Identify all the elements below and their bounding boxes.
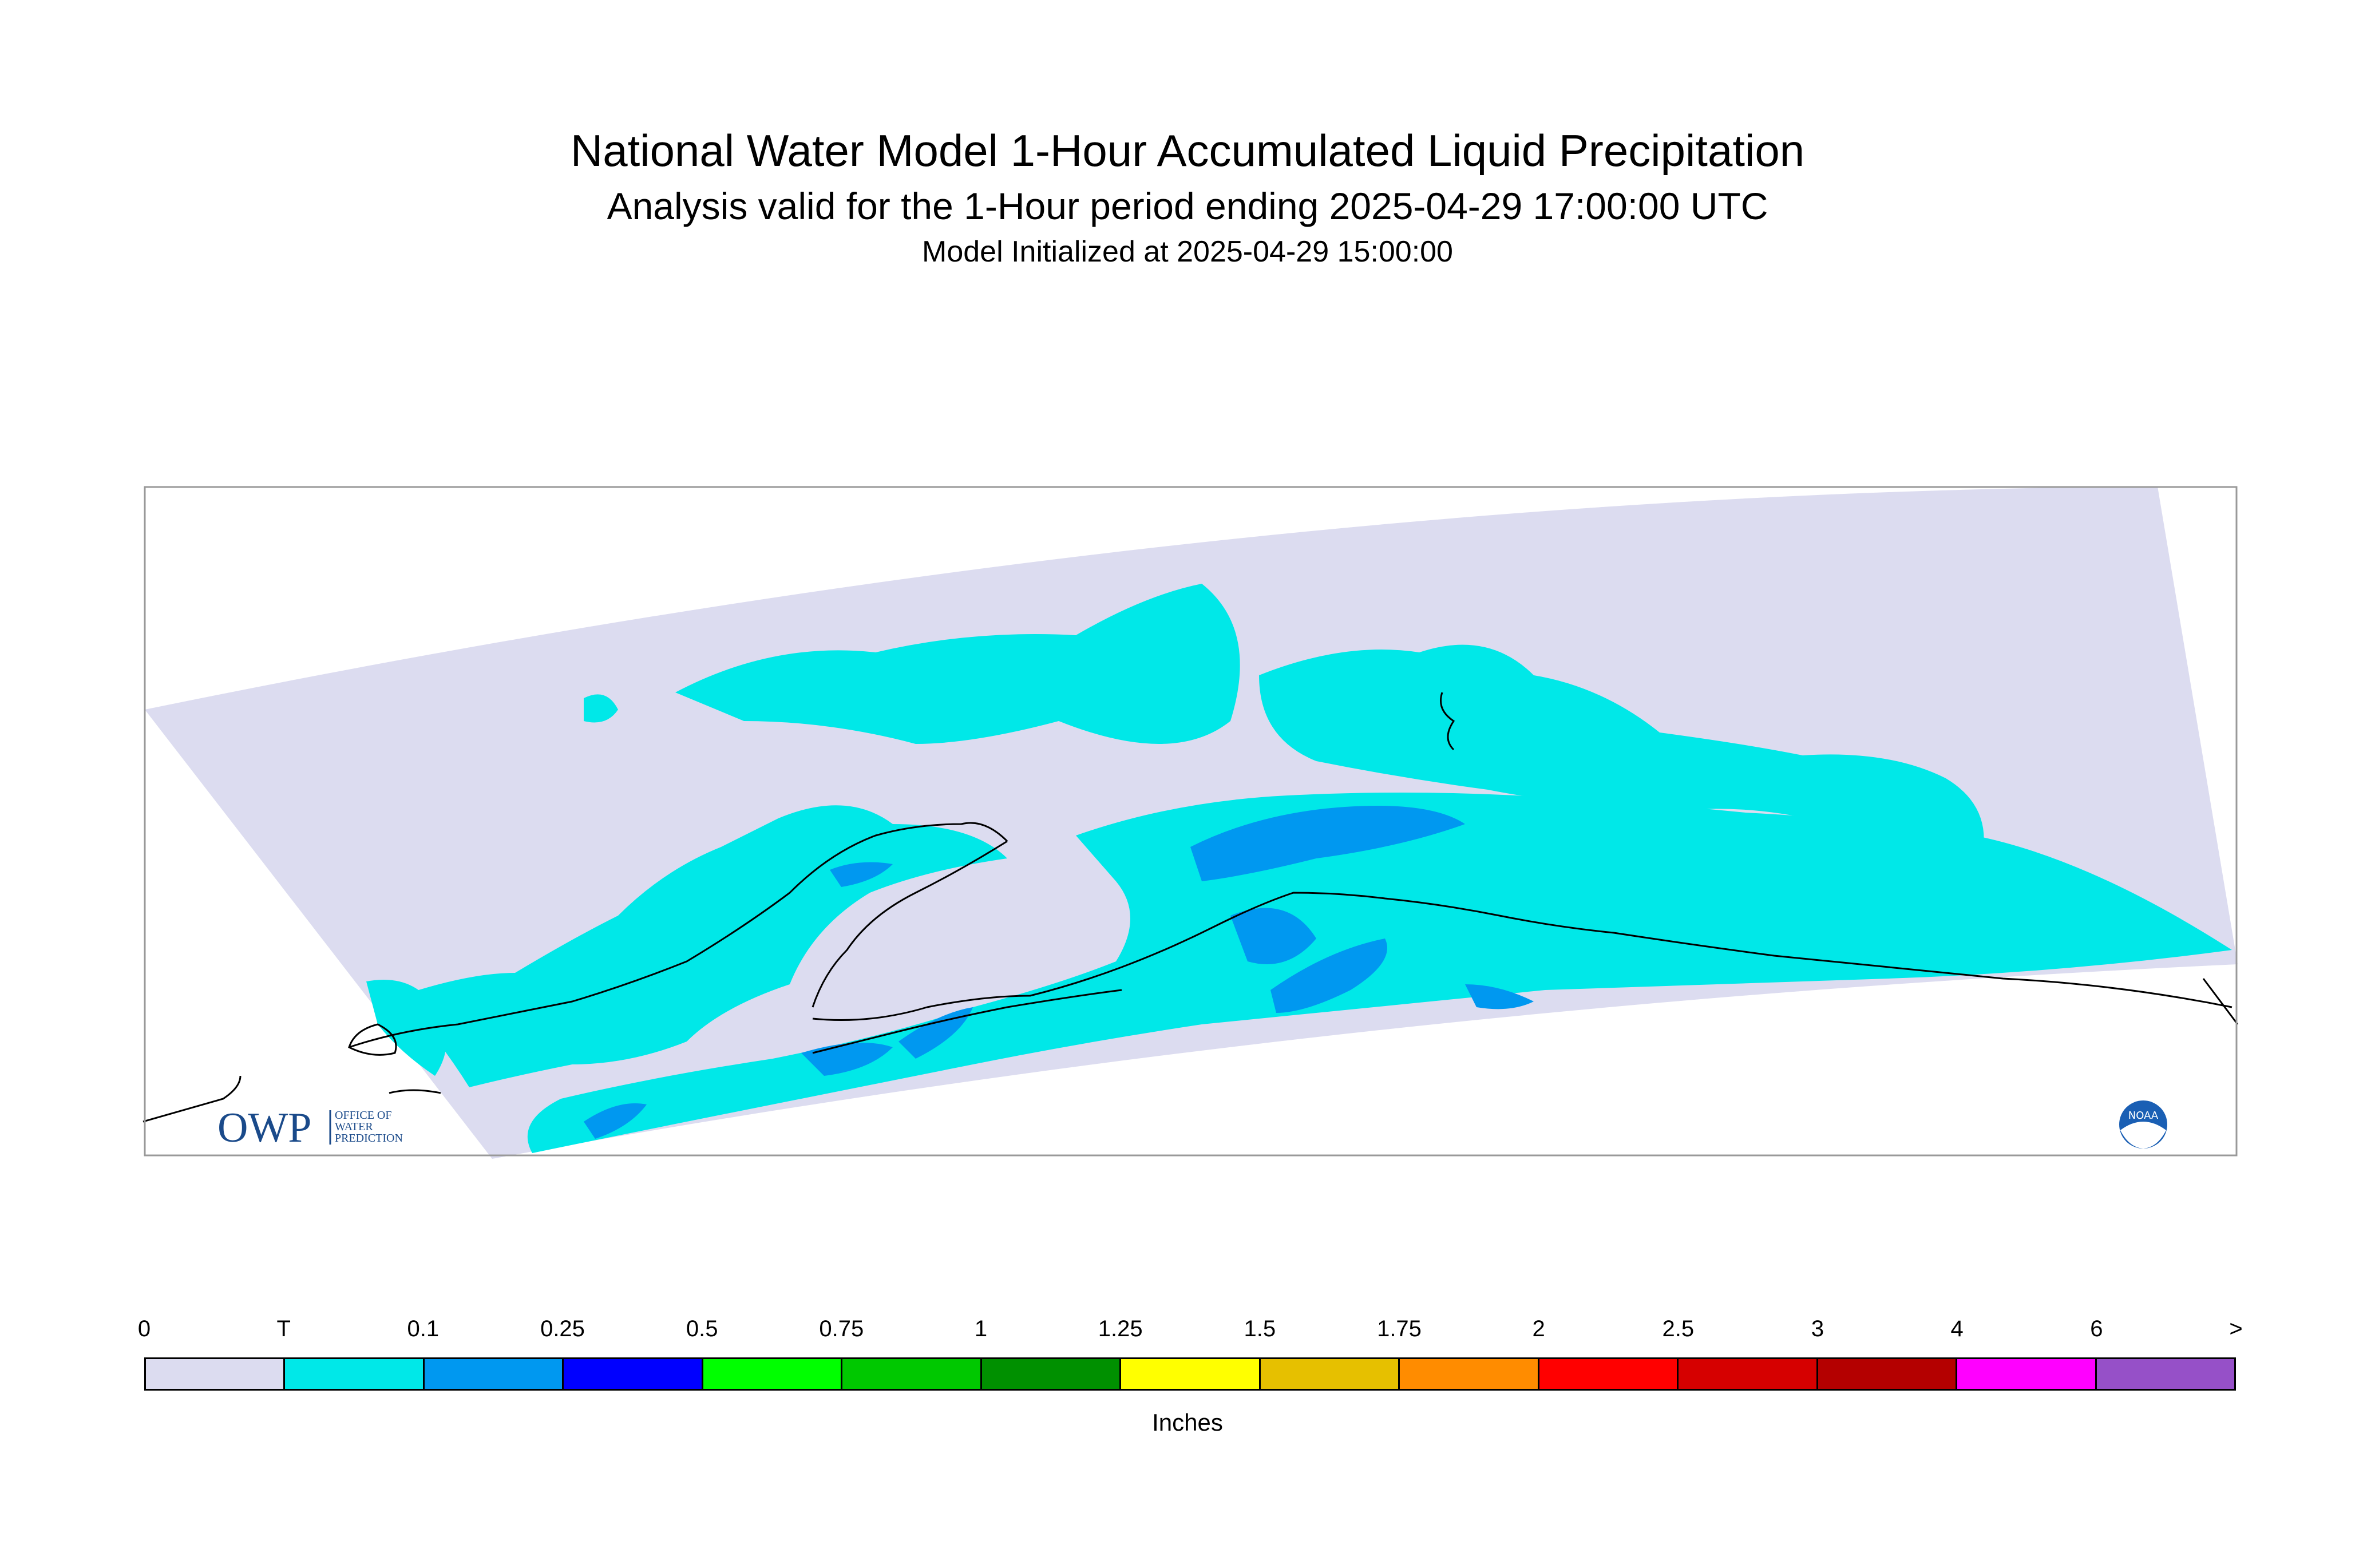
svg-text:PREDICTION: PREDICTION xyxy=(335,1132,403,1145)
legend-swatch xyxy=(1400,1359,1539,1389)
legend-swatch xyxy=(1818,1359,1958,1389)
legend-tick-label: 0.1 xyxy=(407,1316,440,1341)
svg-text:WATER: WATER xyxy=(335,1120,373,1133)
map-frame xyxy=(144,486,2238,1157)
legend-tick-label: 1 xyxy=(974,1316,988,1341)
noaa-logo: NOAA xyxy=(2119,1100,2167,1149)
light-precip-areas xyxy=(584,806,1534,1139)
legend-swatch xyxy=(2096,1359,2235,1389)
legend-tick-label: 2.5 xyxy=(1662,1316,1695,1341)
legend-tick-label: 0.5 xyxy=(686,1316,718,1341)
legend-swatch xyxy=(424,1359,564,1389)
owp-logo: OWP OFFICE OF WATER PREDICTION xyxy=(217,1104,403,1151)
legend-tick-label: 0.75 xyxy=(819,1316,864,1341)
svg-text:OWP: OWP xyxy=(217,1104,311,1151)
legend-tick-label: 4 xyxy=(1950,1316,1964,1341)
legend-units: Inches xyxy=(1152,1409,1223,1436)
legend-tick-label: 2 xyxy=(1532,1316,1545,1341)
legend-swatch xyxy=(1121,1359,1261,1389)
legend-swatch xyxy=(1957,1359,2097,1389)
legend-tick-label: 0 xyxy=(137,1316,151,1341)
coastlines xyxy=(142,692,2239,1123)
legend-tick-label: 3 xyxy=(1811,1316,1824,1341)
legend-tick-label: T xyxy=(276,1316,291,1341)
legend-swatch xyxy=(981,1359,1122,1389)
svg-text:OFFICE OF: OFFICE OF xyxy=(335,1109,391,1122)
legend-swatch xyxy=(146,1359,286,1389)
legend-tick-label: 1.75 xyxy=(1377,1316,1422,1341)
legend-tick-label: > xyxy=(2229,1316,2243,1341)
model-init-time: Model Initialized at 2025-04-29 15:00:00 xyxy=(922,235,1453,268)
legend-tick-label: 6 xyxy=(2090,1316,2103,1341)
legend-tick-label: 1.5 xyxy=(1244,1316,1276,1341)
legend-swatch xyxy=(703,1359,843,1389)
legend-swatch xyxy=(842,1359,982,1389)
legend-swatch xyxy=(285,1359,425,1389)
legend-swatch xyxy=(564,1359,703,1389)
legend-swatch xyxy=(1539,1359,1679,1389)
legend-swatch xyxy=(1679,1359,1818,1389)
map-subtitle: Analysis valid for the 1-Hour period end… xyxy=(607,185,1768,227)
legend-tick-label: 0.25 xyxy=(540,1316,585,1341)
legend-tick-label: 1.25 xyxy=(1098,1316,1143,1341)
map-title: National Water Model 1-Hour Accumulated … xyxy=(570,125,1805,176)
legend-swatch xyxy=(1260,1359,1400,1389)
legend-colorbar xyxy=(144,1357,2236,1391)
svg-text:NOAA: NOAA xyxy=(2128,1110,2159,1122)
